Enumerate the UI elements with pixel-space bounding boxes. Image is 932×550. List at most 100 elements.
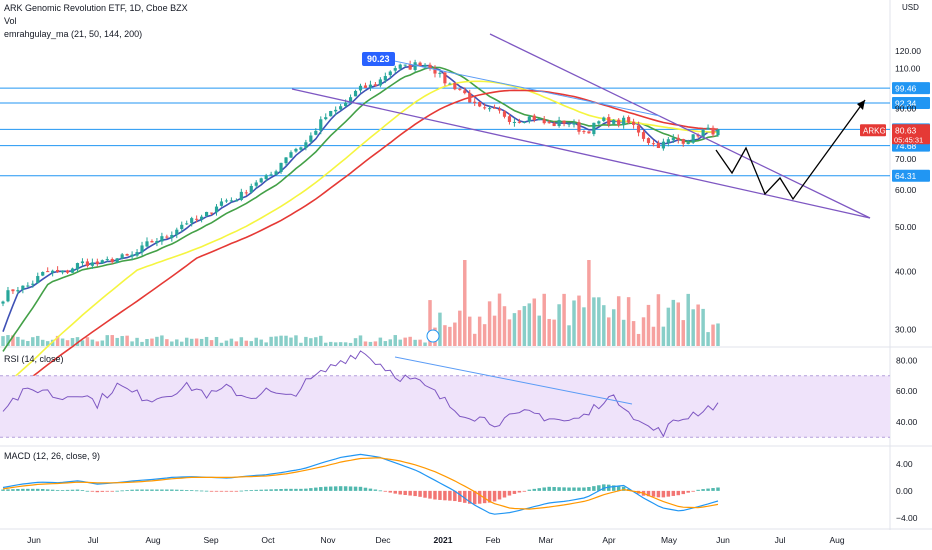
volume-bar [199, 338, 204, 346]
macd-histogram-bar [224, 490, 229, 492]
candle-body [284, 157, 288, 164]
volume-bar [681, 320, 685, 346]
volume-bar [6, 335, 10, 346]
candle-body [393, 68, 397, 71]
candle-body [473, 101, 477, 103]
volume-bar [656, 294, 661, 346]
macd-histogram-bar [289, 488, 293, 491]
volume-bar [602, 305, 606, 346]
volume-bar [145, 339, 149, 346]
volume-bar [661, 326, 666, 346]
rsi-tick-label: 80.00 [896, 355, 918, 365]
macd-histogram-bar [453, 490, 457, 502]
rsi-pane [0, 350, 890, 438]
volume-bar [527, 303, 532, 346]
macd-histogram-bar [130, 489, 134, 491]
macd-histogram-bar [567, 487, 571, 491]
rsi-line [2, 350, 719, 438]
volume-bar [125, 335, 129, 346]
macd-histogram-bar [527, 489, 532, 491]
macd-histogram-bar [254, 489, 258, 491]
macd-histogram-bar [393, 490, 397, 494]
macd-histogram-bar [492, 490, 497, 502]
candle-body [562, 120, 566, 124]
macd-histogram-bar [180, 489, 184, 491]
last-price-label: 80.63 [895, 125, 917, 135]
volume-bar [120, 336, 124, 346]
candle-body [324, 117, 328, 120]
candle-body [299, 147, 303, 150]
macd-histogram-bar [333, 486, 338, 491]
volume-bar [611, 309, 616, 346]
annotation-price-label[interactable]: 90.23 [362, 52, 395, 66]
macd-histogram-bar [214, 490, 219, 492]
candle-body [70, 268, 75, 273]
volume-bar [289, 337, 293, 346]
candle-body [358, 85, 363, 91]
volume-bar [577, 295, 581, 346]
macd-histogram-bar [607, 484, 611, 491]
macd-histogram-bar [244, 490, 249, 492]
volume-bar [304, 336, 308, 346]
volume-bar [477, 316, 482, 346]
trend-lines[interactable] [291, 33, 871, 343]
macd-histogram-bar [552, 487, 556, 491]
candle-body [26, 285, 30, 287]
macd-histogram-bar [656, 490, 661, 498]
macd-histogram-bar [199, 490, 204, 492]
candle-body [21, 285, 25, 290]
macd-histogram-bar [666, 490, 671, 497]
candle-body [383, 76, 387, 81]
candle-body [180, 224, 184, 230]
macd-histogram-bar [155, 489, 159, 491]
candle-body [353, 90, 358, 97]
candle-body [468, 92, 472, 103]
candle-body [51, 270, 55, 273]
macd-histogram-bar [145, 489, 149, 491]
volume-bar [31, 337, 35, 346]
axis-badge [892, 82, 930, 95]
macd-histogram-bar [140, 489, 144, 491]
candle-body [567, 123, 571, 125]
macd-histogram-bar [711, 488, 715, 491]
volume-bar [229, 338, 234, 346]
candle-body [204, 211, 209, 217]
macd-histogram-bar [378, 490, 383, 492]
volume-bar [408, 336, 412, 346]
candle-body [587, 131, 591, 134]
volume-bar [363, 341, 368, 346]
volume-bar [244, 340, 249, 346]
candle-body [646, 138, 651, 144]
volume-bar [497, 293, 502, 346]
candle-body [681, 138, 685, 144]
macd-histogram-bar [328, 486, 333, 491]
macd-histogram-bar [26, 488, 30, 491]
horizontal-levels[interactable] [0, 87, 890, 177]
macd-histogram-bar [582, 487, 586, 491]
macd-histogram-bar [125, 490, 129, 491]
macd-histogram-bar [229, 490, 234, 492]
macd-label: MACD (12, 26, close, 9) [4, 451, 101, 461]
macd-histogram-bar [95, 490, 100, 493]
volume-bar [274, 336, 278, 346]
macd-histogram-bar [80, 490, 85, 491]
candle-body [56, 269, 60, 272]
volume-bar [438, 312, 442, 346]
time-tick-label: Apr [602, 535, 615, 545]
macd-histogram-bar [189, 490, 194, 492]
volume-bar [269, 336, 273, 346]
volume-bar [170, 341, 174, 346]
projection-path [715, 99, 866, 201]
volume-bar [358, 335, 363, 346]
volume-bar [36, 335, 40, 346]
candle-body [423, 64, 427, 67]
volume-bar [299, 342, 303, 346]
macd-histogram-bar [651, 490, 656, 497]
volume-bar [443, 325, 447, 346]
price-tick-label: 50.00 [895, 222, 917, 232]
candle-body [135, 252, 139, 256]
macd-histogram-bar [45, 489, 50, 491]
volume-bar [343, 342, 348, 346]
volume-bar [26, 341, 30, 346]
